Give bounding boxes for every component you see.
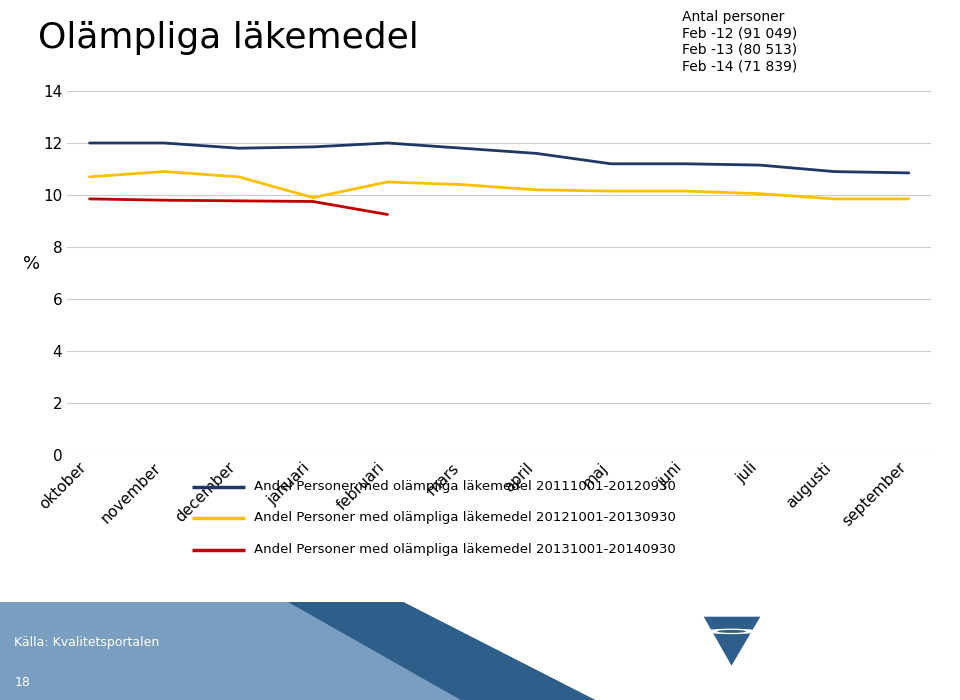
Text: Olämpliga läkemedel: Olämpliga läkemedel <box>38 21 420 55</box>
Text: Andel Personer med olämpliga läkemedel 20121001-20130930: Andel Personer med olämpliga läkemedel 2… <box>254 512 676 524</box>
Circle shape <box>717 630 746 633</box>
Text: Antal personer
Feb -12 (91 049)
Feb -13 (80 513)
Feb -14 (71 839): Antal personer Feb -12 (91 049) Feb -13 … <box>682 10 797 73</box>
Text: Andel Personer med olämpliga läkemedel 20131001-20140930: Andel Personer med olämpliga läkemedel 2… <box>254 543 676 556</box>
Text: Andel Personer med olämpliga läkemedel 20111001-20120930: Andel Personer med olämpliga läkemedel 2… <box>254 480 676 493</box>
Polygon shape <box>0 602 595 700</box>
Y-axis label: %: % <box>23 255 40 273</box>
Text: VÄSTRA
GÖTALANDSREGIONEN: VÄSTRA GÖTALANDSREGIONEN <box>782 623 959 655</box>
Polygon shape <box>691 607 773 695</box>
Text: Källa: Kvalitetsportalen: Källa: Kvalitetsportalen <box>14 636 159 650</box>
Circle shape <box>705 629 758 634</box>
Polygon shape <box>288 602 595 700</box>
Polygon shape <box>704 617 760 666</box>
Text: 18: 18 <box>14 676 31 689</box>
